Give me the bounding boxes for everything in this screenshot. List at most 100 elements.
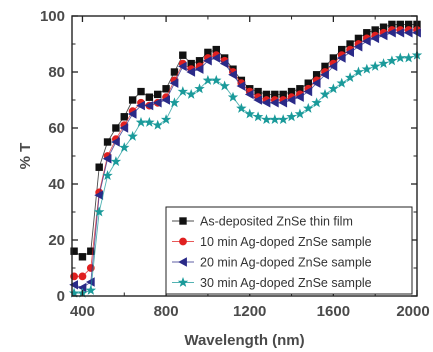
data-point <box>261 114 272 125</box>
data-point <box>119 142 130 153</box>
data-point <box>303 86 313 97</box>
data-point <box>127 109 137 119</box>
legend-marker <box>178 257 187 267</box>
data-point <box>119 123 129 133</box>
data-point <box>93 206 105 217</box>
data-point <box>152 119 163 130</box>
y-axis-label: % T <box>17 143 34 170</box>
data-point <box>177 86 189 97</box>
data-point <box>361 63 373 74</box>
data-point <box>137 87 145 96</box>
x-axis-label: Wavelength (nm) <box>184 332 304 349</box>
data-point <box>102 170 113 181</box>
data-point <box>203 56 212 66</box>
data-point <box>378 58 389 69</box>
data-point <box>120 113 128 121</box>
y-tick-label: 0 <box>57 288 65 305</box>
legend-label: 10 min Ag-doped ZnSe sample <box>200 235 372 249</box>
legend-marker <box>177 277 189 287</box>
data-point <box>144 116 155 127</box>
series-layer <box>68 20 423 298</box>
data-point <box>244 108 255 119</box>
data-point <box>378 30 388 41</box>
series-4 <box>68 49 423 298</box>
data-point <box>211 53 221 63</box>
series-1 <box>70 20 421 261</box>
y-tick-label: 60 <box>48 120 65 137</box>
data-point <box>361 36 371 46</box>
data-point <box>386 55 398 66</box>
x-tick-label: 1600 <box>317 303 350 320</box>
y-tick-label: 40 <box>48 176 65 193</box>
data-point <box>194 64 204 74</box>
legend-label: 20 min Ag-doped ZnSe sample <box>200 256 372 270</box>
legend-entry: As-deposited ZnSe thin film <box>172 215 353 229</box>
data-point <box>345 47 354 58</box>
data-point <box>103 138 112 146</box>
data-point <box>110 156 122 167</box>
data-point <box>68 287 80 298</box>
data-point <box>328 83 339 94</box>
data-point <box>185 88 197 99</box>
data-point <box>85 277 95 287</box>
x-tick-label: 400 <box>70 303 95 320</box>
data-point <box>154 90 162 99</box>
data-point <box>161 95 170 105</box>
series-3 <box>69 28 421 293</box>
data-point <box>286 95 296 105</box>
data-point <box>311 78 321 88</box>
data-point <box>370 33 380 44</box>
data-point <box>353 42 363 52</box>
data-point <box>353 66 364 77</box>
data-point <box>112 124 120 132</box>
data-point <box>169 97 180 108</box>
y-tick-label: 100 <box>40 8 65 25</box>
data-point <box>135 116 147 127</box>
data-point <box>169 78 179 88</box>
y-tick-label: 80 <box>48 64 65 81</box>
legend-entry: 10 min Ag-doped ZnSe sample <box>172 235 372 249</box>
legend-marker <box>179 217 187 225</box>
data-point <box>127 130 138 141</box>
data-point <box>177 61 187 72</box>
data-point <box>294 108 306 119</box>
data-point <box>194 83 205 94</box>
data-point <box>152 98 162 108</box>
data-point <box>320 70 329 80</box>
data-point <box>369 60 381 71</box>
data-point <box>303 102 314 113</box>
data-point <box>170 68 179 76</box>
data-point <box>278 98 288 108</box>
data-point <box>336 53 346 63</box>
data-point <box>252 111 264 122</box>
data-point <box>128 96 137 104</box>
data-point <box>95 163 103 171</box>
y-tick-label: 20 <box>48 232 65 249</box>
data-point <box>328 61 338 72</box>
data-point <box>311 97 322 108</box>
data-point <box>202 74 214 85</box>
x-tick-label: 2000 <box>396 303 429 320</box>
data-point <box>179 51 187 59</box>
data-point <box>319 88 331 99</box>
data-point <box>269 114 281 125</box>
data-point <box>219 80 230 91</box>
data-point <box>228 70 237 80</box>
data-point <box>227 91 239 102</box>
data-point <box>85 284 97 295</box>
legend-entry: 20 min Ag-doped ZnSe sample <box>172 256 372 270</box>
data-point <box>295 92 304 102</box>
x-tick-label: 800 <box>154 303 179 320</box>
data-point <box>160 114 172 125</box>
data-point <box>344 72 356 83</box>
legend-label: 30 min Ag-doped ZnSe sample <box>200 276 372 290</box>
data-point <box>78 253 87 261</box>
data-point <box>211 74 222 85</box>
data-point <box>144 100 154 111</box>
data-point <box>145 93 154 101</box>
legend-marker <box>179 237 187 246</box>
data-point <box>102 154 112 164</box>
data-point <box>78 272 87 281</box>
legend-entry: 30 min Ag-doped ZnSe sample <box>172 276 372 290</box>
